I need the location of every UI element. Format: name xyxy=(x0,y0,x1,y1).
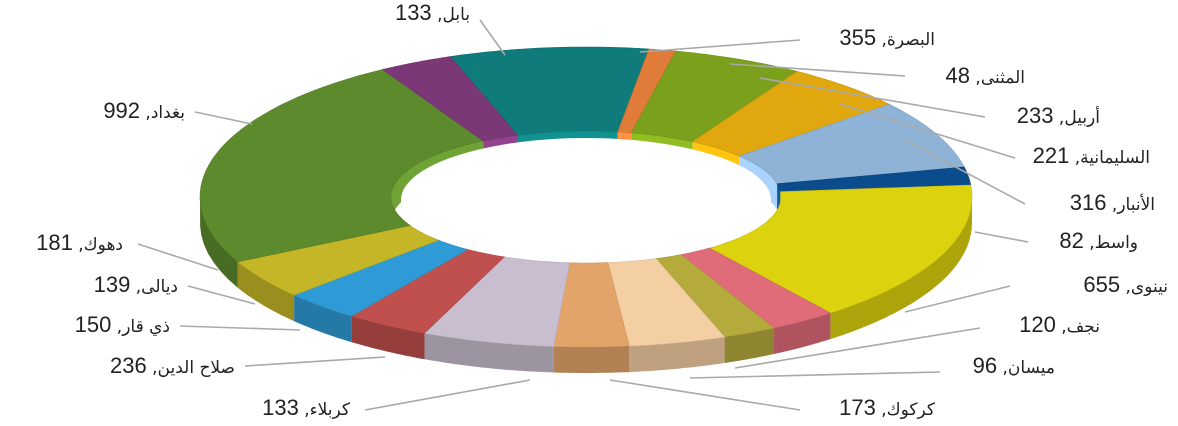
slice-wall-6 xyxy=(830,197,972,340)
leader-line-2 xyxy=(729,63,906,77)
leader-line-7 xyxy=(904,285,1011,313)
data-label-value: 82 xyxy=(1059,228,1083,253)
data-label-6: واسط, 82 xyxy=(1059,228,1138,253)
data-label-name: البصرة, xyxy=(876,30,935,50)
data-label-value: 355 xyxy=(839,25,876,50)
slice-wall-15 xyxy=(200,200,238,288)
data-label-0: بابل, 133 xyxy=(395,0,470,25)
slice-wall-13 xyxy=(294,295,352,343)
data-label-value: 48 xyxy=(946,63,970,88)
data-label-name: الأنبار, xyxy=(1107,194,1155,215)
leader-line-12 xyxy=(244,356,386,367)
data-label-name: صلاح الدين, xyxy=(147,358,235,378)
leader-line-14 xyxy=(187,285,256,305)
data-label-value: 133 xyxy=(262,395,299,420)
data-label-value: 173 xyxy=(839,395,876,420)
leader-line-5 xyxy=(904,139,1026,205)
data-label-name: ميسان, xyxy=(997,358,1055,378)
data-label-value: 133 xyxy=(395,0,432,25)
data-label-name: المثنى, xyxy=(970,68,1025,88)
data-label-14: ديالى, 139 xyxy=(94,272,178,297)
data-label-11: كربلاء, 133 xyxy=(262,395,351,420)
data-label-name: بغداد, xyxy=(140,103,185,123)
slice-16 xyxy=(381,56,519,142)
slice-wall-11 xyxy=(424,333,554,373)
leader-line-13 xyxy=(179,325,301,331)
data-label-name: كركوك, xyxy=(876,400,936,420)
data-label-value: 992 xyxy=(103,98,140,123)
data-label-9: ميسان, 96 xyxy=(973,353,1055,378)
data-label-15: دهوك, 181 xyxy=(36,230,123,255)
data-label-7: نينوى, 655 xyxy=(1083,272,1168,297)
data-label-name: دهوك, xyxy=(73,235,123,255)
data-label-3: أربيل, 233 xyxy=(1017,103,1100,128)
data-label-13: ذي قار, 150 xyxy=(75,312,170,337)
data-labels: بابل, 133 البصرة, 355 المثنى, 48 أربيل, 233… xyxy=(36,0,1168,420)
data-label-8: نجف, 120 xyxy=(1019,312,1100,337)
data-label-name: بابل, xyxy=(432,5,470,25)
leader-line-16 xyxy=(194,111,253,125)
data-label-name: أربيل, xyxy=(1054,106,1100,128)
slice-wall-8 xyxy=(724,328,774,363)
data-label-name: السليمانية, xyxy=(1069,148,1150,168)
data-label-name: كربلاء, xyxy=(299,400,351,420)
slice-wall-9 xyxy=(629,337,725,373)
data-label-name: واسط, xyxy=(1084,233,1138,253)
leader-line-3 xyxy=(759,77,986,118)
data-label-10: كركوك, 173 xyxy=(839,395,936,420)
donut-slices xyxy=(199,46,973,373)
data-label-value: 236 xyxy=(110,353,147,378)
leader-line-10 xyxy=(609,379,801,411)
data-label-4: السليمانية, 221 xyxy=(1033,143,1150,168)
leader-line-6 xyxy=(974,231,1029,243)
data-label-value: 233 xyxy=(1017,103,1054,128)
slice-wall-10 xyxy=(553,346,630,373)
data-label-name: ديالى, xyxy=(130,277,178,297)
leader-line-15 xyxy=(137,243,219,271)
data-label-value: 120 xyxy=(1019,312,1056,337)
data-label-value: 655 xyxy=(1083,272,1120,297)
slice-wall-12 xyxy=(351,316,425,360)
data-label-name: نينوى, xyxy=(1120,277,1168,297)
data-label-value: 181 xyxy=(36,230,73,255)
slice-wall-14 xyxy=(237,261,295,322)
leader-line-0 xyxy=(479,19,506,56)
data-label-value: 96 xyxy=(973,353,997,378)
donut-hole xyxy=(401,138,771,262)
data-label-name: نجف, xyxy=(1056,317,1100,337)
data-label-value: 150 xyxy=(75,312,112,337)
data-label-name: ذي قار, xyxy=(111,317,170,337)
data-label-value: 221 xyxy=(1033,143,1070,168)
data-label-value: 316 xyxy=(1070,190,1107,215)
leader-line-4 xyxy=(839,103,1016,159)
leader-line-8 xyxy=(734,327,981,369)
leader-line-11 xyxy=(364,379,531,411)
leader-line-1 xyxy=(639,39,801,53)
data-label-16: بغداد, 992 xyxy=(103,98,185,123)
data-label-2: المثنى, 48 xyxy=(946,63,1025,88)
slice-wall-7 xyxy=(774,313,831,354)
leader-line-9 xyxy=(689,371,941,379)
data-label-5: الأنبار, 316 xyxy=(1070,190,1155,215)
data-label-value: 139 xyxy=(94,272,131,297)
data-label-1: البصرة, 355 xyxy=(839,25,935,50)
data-label-12: صلاح الدين, 236 xyxy=(110,353,235,378)
